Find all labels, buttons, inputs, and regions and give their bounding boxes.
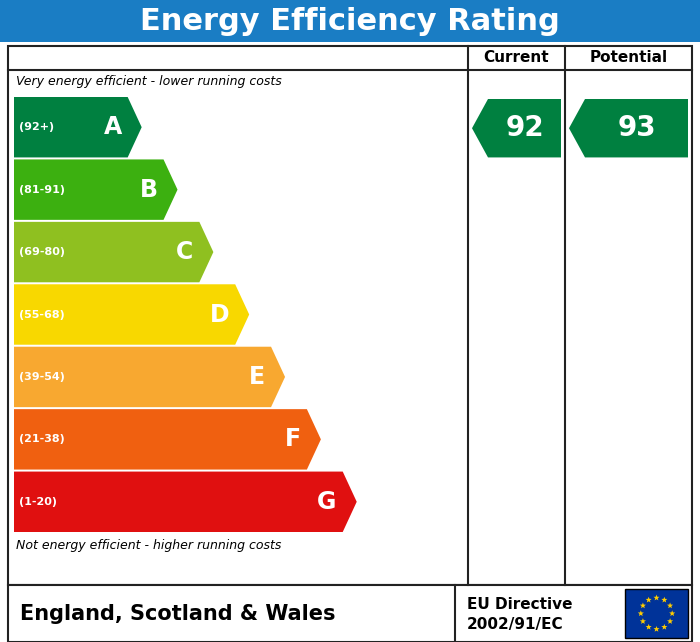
Polygon shape bbox=[645, 596, 652, 602]
Text: (39-54): (39-54) bbox=[19, 372, 65, 382]
Bar bbox=[8, 46, 692, 585]
Polygon shape bbox=[654, 626, 659, 632]
Text: (21-38): (21-38) bbox=[19, 435, 64, 444]
Bar bbox=[625, 589, 688, 638]
Bar bbox=[8, 585, 692, 642]
Text: Very energy efficient - lower running costs: Very energy efficient - lower running co… bbox=[16, 74, 281, 87]
Polygon shape bbox=[569, 99, 688, 157]
Text: (81-91): (81-91) bbox=[19, 185, 65, 195]
Text: 2002/91/EC: 2002/91/EC bbox=[467, 618, 564, 632]
Text: Potential: Potential bbox=[589, 51, 668, 65]
Text: (69-80): (69-80) bbox=[19, 247, 65, 257]
Text: (92+): (92+) bbox=[19, 122, 54, 132]
Polygon shape bbox=[14, 222, 213, 282]
Polygon shape bbox=[667, 602, 673, 608]
Polygon shape bbox=[669, 611, 675, 616]
Text: C: C bbox=[176, 240, 193, 264]
Text: F: F bbox=[285, 428, 301, 451]
Bar bbox=[0, 0, 700, 42]
Polygon shape bbox=[14, 159, 178, 220]
Polygon shape bbox=[14, 472, 357, 532]
Text: D: D bbox=[209, 302, 229, 327]
Text: 92: 92 bbox=[505, 114, 544, 143]
Text: G: G bbox=[317, 490, 337, 514]
Polygon shape bbox=[640, 602, 646, 608]
Polygon shape bbox=[640, 618, 646, 624]
Polygon shape bbox=[14, 284, 249, 345]
Polygon shape bbox=[14, 347, 285, 407]
Polygon shape bbox=[638, 611, 644, 616]
Polygon shape bbox=[654, 594, 659, 600]
Text: EU Directive: EU Directive bbox=[467, 598, 573, 612]
Text: 93: 93 bbox=[617, 114, 656, 143]
Text: (55-68): (55-68) bbox=[19, 309, 64, 320]
Text: (1-20): (1-20) bbox=[19, 497, 57, 507]
Polygon shape bbox=[14, 409, 321, 469]
Polygon shape bbox=[662, 596, 667, 602]
Polygon shape bbox=[14, 97, 141, 157]
Text: Not energy efficient - higher running costs: Not energy efficient - higher running co… bbox=[16, 539, 281, 553]
Text: B: B bbox=[139, 178, 158, 202]
Text: Current: Current bbox=[484, 51, 550, 65]
Text: A: A bbox=[104, 115, 122, 139]
Polygon shape bbox=[667, 618, 673, 624]
Polygon shape bbox=[472, 99, 561, 157]
Polygon shape bbox=[662, 624, 667, 630]
Polygon shape bbox=[645, 624, 652, 630]
Text: Energy Efficiency Rating: Energy Efficiency Rating bbox=[140, 6, 560, 35]
Text: England, Scotland & Wales: England, Scotland & Wales bbox=[20, 603, 335, 623]
Text: E: E bbox=[249, 365, 265, 389]
